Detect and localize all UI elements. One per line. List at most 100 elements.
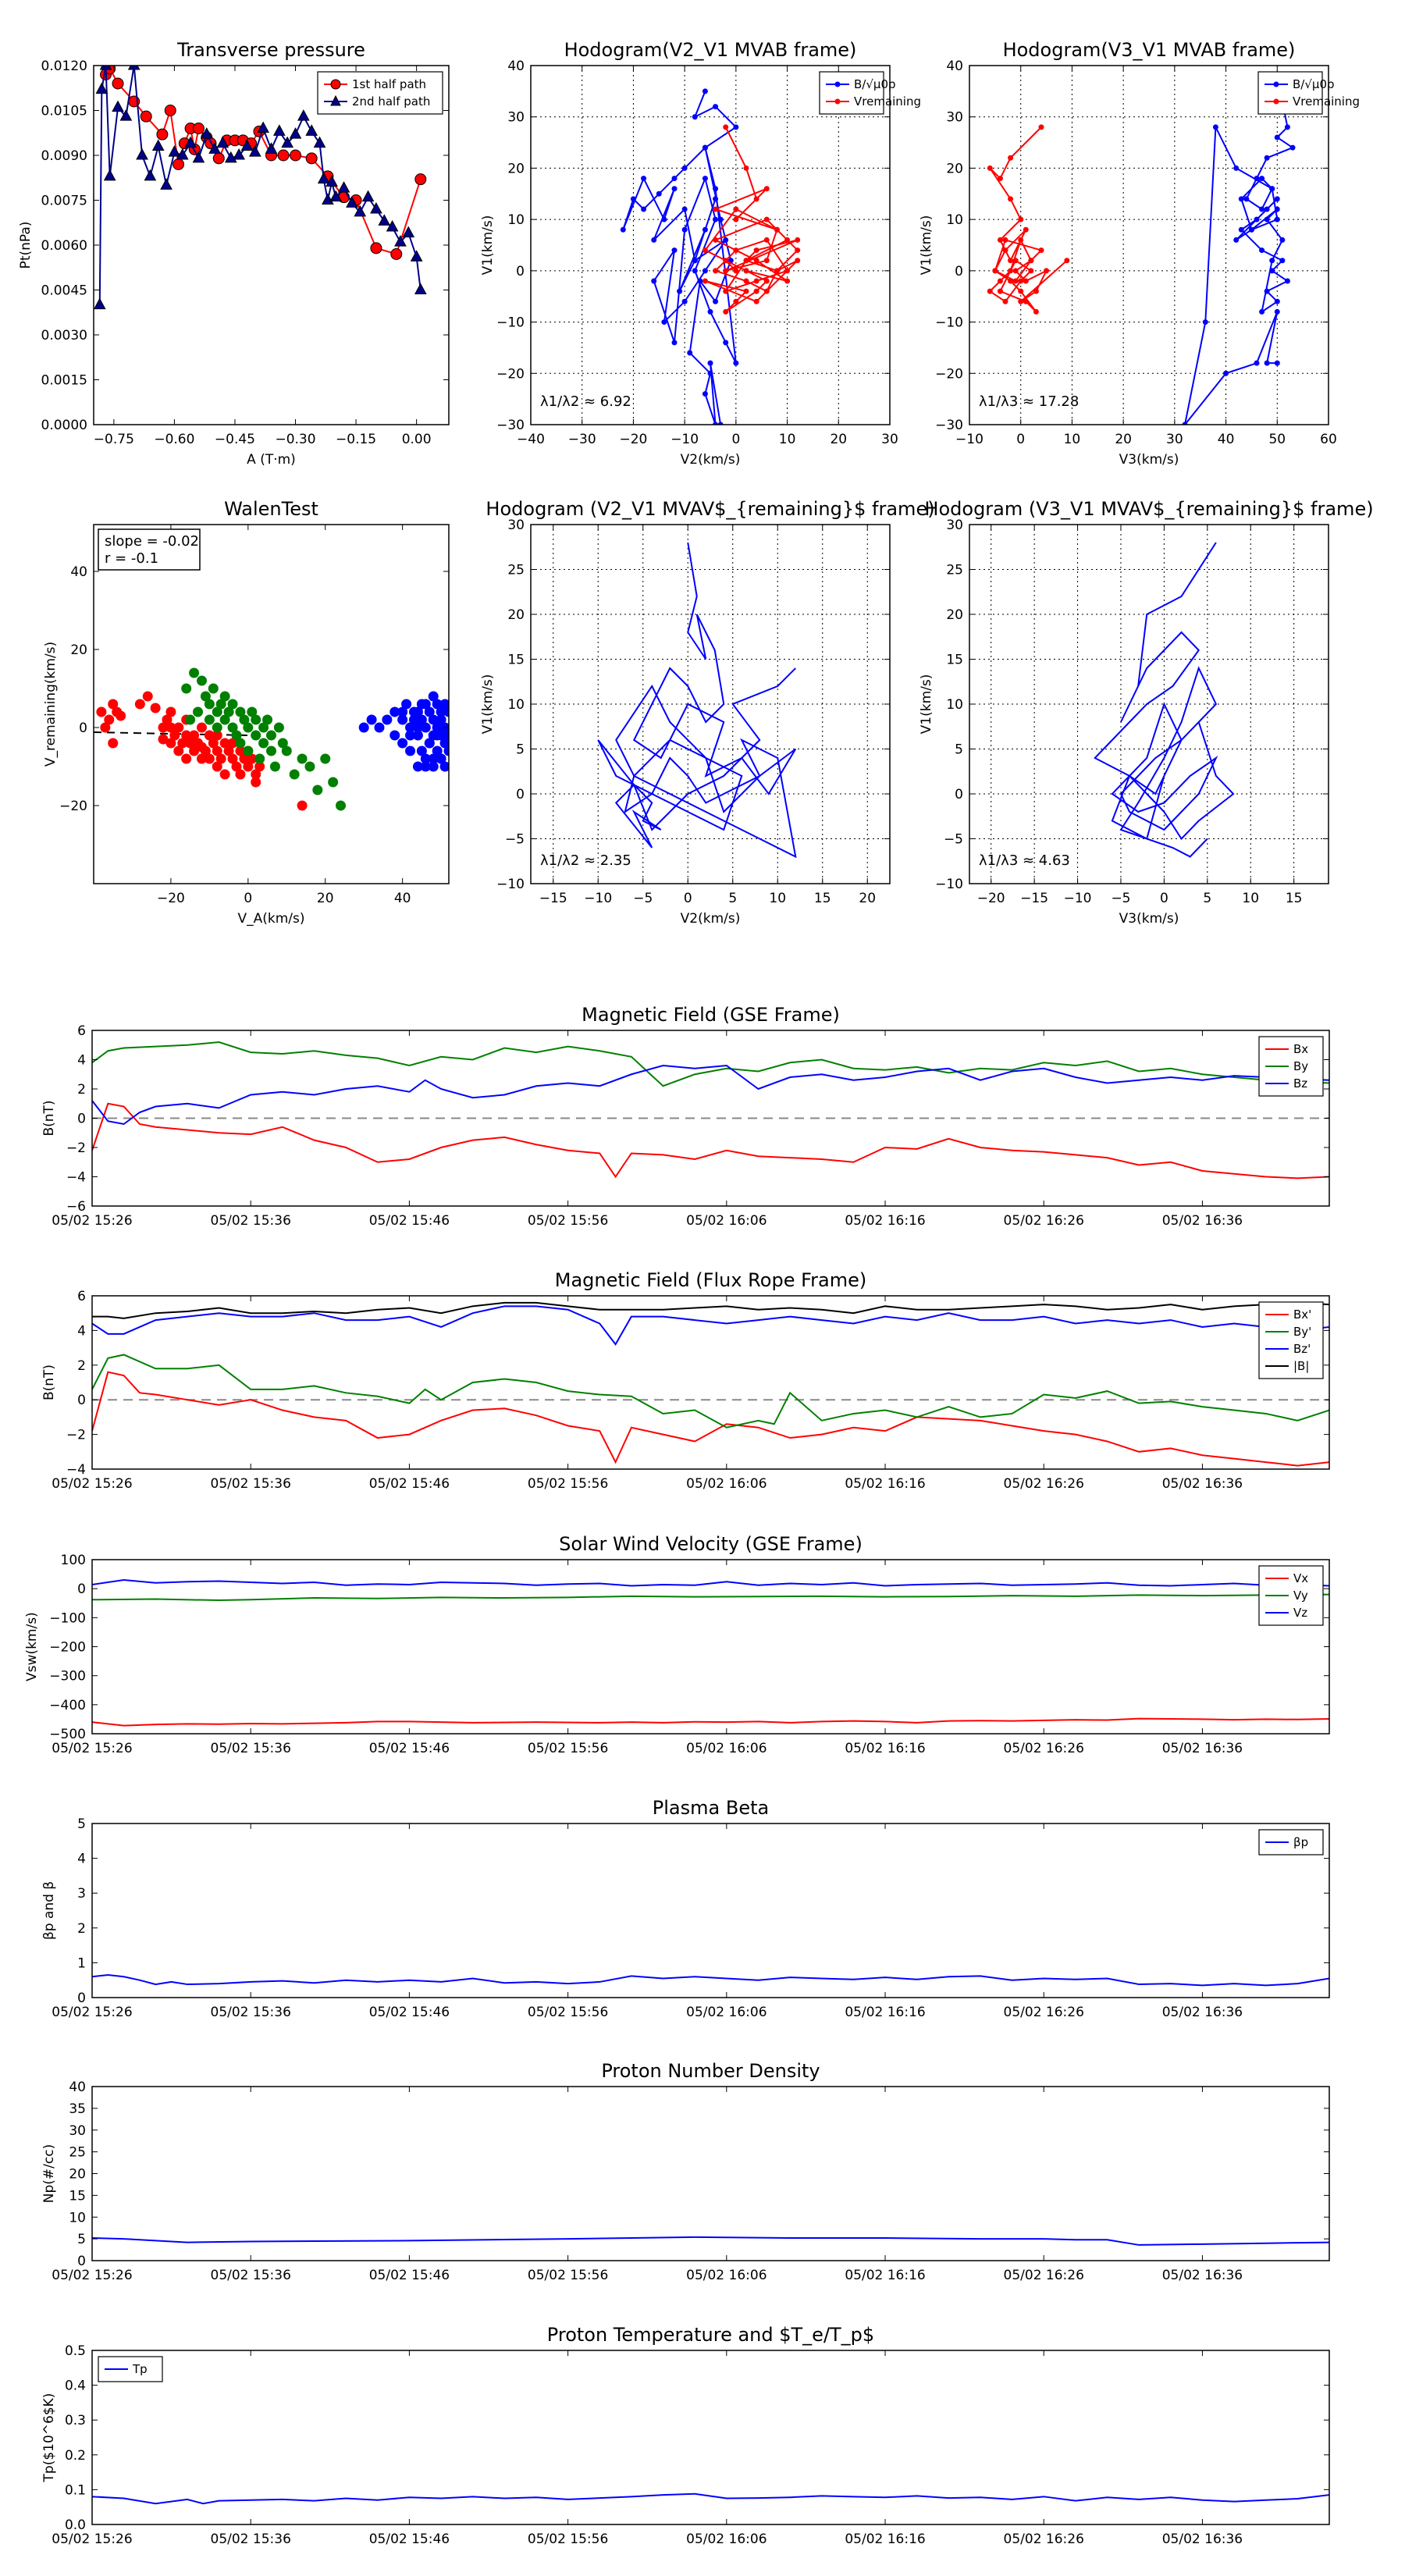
legend-label: B/√μ0ρ [1293,77,1335,91]
x-tick-label: 05/02 16:06 [686,2005,767,2020]
legend-marker [1273,81,1279,87]
data-point [212,722,222,733]
data-point [641,206,647,212]
x-tick-label: −20 [977,891,1005,906]
data-point [189,667,200,678]
y-axis-label: Vsw(km/s) [24,1612,40,1681]
legend-marker [330,79,341,90]
data-point [168,145,181,157]
data-point [753,258,759,264]
data-point [753,288,759,294]
y-tick-label: 40 [507,59,525,74]
legend-label: |B| [1293,1359,1309,1373]
series-by [92,1041,1329,1087]
y-tick-label: 10 [507,697,525,713]
data-point [707,360,713,366]
series-line [1094,542,1235,858]
data-point [257,121,269,133]
data-point [127,66,140,70]
x-tick-label: 05/02 16:16 [845,1741,925,1756]
y-tick-label: 0.0060 [41,238,87,254]
y-tick-label: −10 [935,315,963,331]
data-point [176,148,189,160]
data-point [240,139,254,151]
data-point [258,722,269,733]
y-tick-label: 30 [946,110,963,126]
series-line [92,1579,1329,1587]
data-point [723,288,729,294]
data-point [743,278,749,284]
y-tick-label: 30 [507,518,525,533]
data-point [1274,196,1280,202]
data-point [366,714,377,725]
axes-frame [91,2350,1330,2525]
data-point [443,730,449,741]
data-point [681,206,688,212]
y-tick-label: 0.0015 [41,373,87,389]
axes-frame [969,65,1329,425]
data-point [763,288,770,294]
data-point [169,730,180,741]
y-tick-label: 30 [946,518,963,533]
x-tick-label: −10 [1064,891,1092,906]
x-tick-label: 05/02 16:06 [686,1476,767,1492]
data-point [1284,278,1290,284]
data-point [235,738,246,749]
data-point [743,258,749,264]
y-axis-label: V1(km/s) [919,674,934,735]
series-tp [92,2492,1329,2505]
chart-proton-number-density: 05/02 15:26 05/02 15:36 05/02 15:46 05/02 1… [41,2060,1330,2283]
x-tick-label: 05/02 15:46 [369,2005,450,2020]
y-tick-label: 10 [69,2210,86,2226]
y-tick-label: 20 [946,607,963,623]
eigenvalue-ratio: λ1/λ2 ≈ 6.92 [540,393,631,410]
data-point [312,785,323,795]
y-tick-label: 10 [507,212,525,228]
chart-hodogram-v3-mvav: −20 −15 −10 −5 0 5 10 15 −10 −5 0 5 10 15 20 25 30Hodogr… [919,498,1374,927]
x-axis-label: V2(km/s) [681,452,741,468]
y-axis-label: B(nT) [41,1100,57,1136]
data-point [420,722,431,733]
data-point [432,745,443,756]
data-point [987,288,993,294]
data-point [774,268,780,274]
data-point [116,710,126,721]
legend-box [317,71,443,115]
data-point [204,730,215,741]
data-point [386,219,399,232]
data-point [212,152,225,165]
y-tick-label: 0 [77,1393,86,1408]
x-tick-label: −0.60 [154,432,194,447]
chart-magnetic-field-fluxrope: 05/02 15:26 05/02 15:36 05/02 15:46 05/02 1… [41,1269,1330,1492]
chart-title: Proton Number Density [601,2060,820,2082]
y-tick-label: 30 [507,110,525,126]
y-tick-label: 0 [77,1991,86,2006]
data-point [671,247,678,254]
data-point [412,761,423,772]
x-tick-label: 05/02 15:46 [369,1741,450,1756]
data-point [651,237,657,243]
data-point [717,422,724,425]
x-tick-label: −40 [517,432,545,447]
eigenvalue-ratio: λ1/λ2 ≈ 2.35 [540,852,631,869]
data-point [713,422,719,425]
data-point [165,706,176,717]
data-point [401,699,412,710]
data-point [420,699,431,710]
y-tick-label: −30 [935,418,963,433]
data-point [428,753,439,764]
data-point [185,738,196,749]
y-tick-label: 0.0075 [41,194,87,209]
data-point [1233,165,1240,171]
y-tick-label: 15 [946,653,963,668]
data-point [251,714,261,725]
y-tick-label: 6 [77,1289,86,1304]
data-point [189,745,200,756]
x-tick-label: 05/02 15:36 [211,2268,291,2283]
data-point [692,268,698,274]
y-axis-label: βp and β [41,1881,57,1940]
x-tick-label: 0 [684,891,692,906]
data-point [235,706,246,717]
series-bx- [92,1371,1329,1467]
chart-title: Magnetic Field (Flux Rope Frame) [555,1269,866,1291]
